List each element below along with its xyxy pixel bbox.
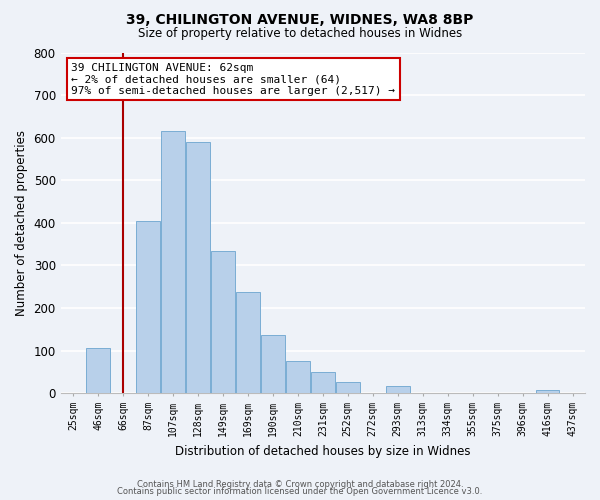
Bar bbox=[386, 386, 410, 394]
Bar bbox=[86, 348, 110, 394]
Bar bbox=[286, 361, 310, 394]
Bar bbox=[186, 142, 210, 394]
Text: 39 CHILINGTON AVENUE: 62sqm
← 2% of detached houses are smaller (64)
97% of semi: 39 CHILINGTON AVENUE: 62sqm ← 2% of deta… bbox=[71, 62, 395, 96]
Text: 39, CHILINGTON AVENUE, WIDNES, WA8 8BP: 39, CHILINGTON AVENUE, WIDNES, WA8 8BP bbox=[127, 12, 473, 26]
Text: Contains public sector information licensed under the Open Government Licence v3: Contains public sector information licen… bbox=[118, 487, 482, 496]
Bar bbox=[236, 292, 260, 394]
X-axis label: Distribution of detached houses by size in Widnes: Distribution of detached houses by size … bbox=[175, 444, 470, 458]
Bar bbox=[536, 390, 559, 394]
Bar bbox=[136, 221, 160, 394]
Bar bbox=[336, 382, 359, 394]
Text: Size of property relative to detached houses in Widnes: Size of property relative to detached ho… bbox=[138, 28, 462, 40]
Bar bbox=[161, 132, 185, 394]
Bar bbox=[311, 372, 335, 394]
Bar bbox=[211, 252, 235, 394]
Bar bbox=[261, 336, 285, 394]
Y-axis label: Number of detached properties: Number of detached properties bbox=[15, 130, 28, 316]
Text: Contains HM Land Registry data © Crown copyright and database right 2024.: Contains HM Land Registry data © Crown c… bbox=[137, 480, 463, 489]
